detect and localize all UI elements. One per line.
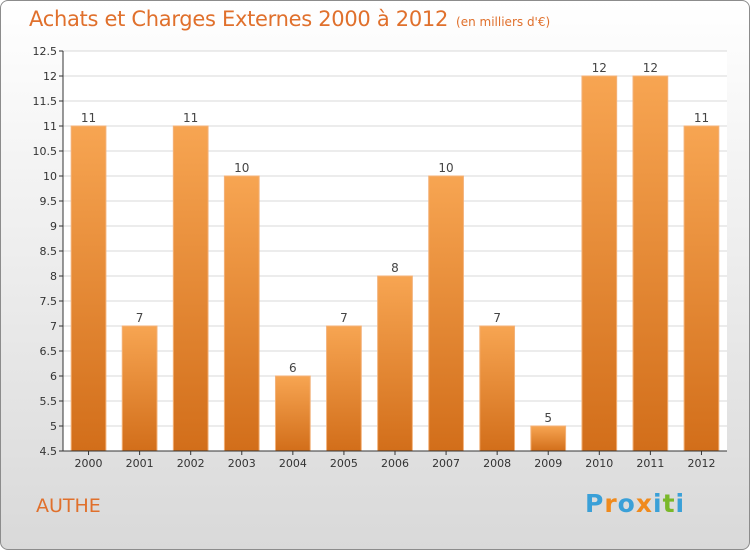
logo-letter: i: [653, 489, 663, 518]
y-tick-label: 7: [50, 320, 57, 333]
bar: [223, 175, 260, 452]
logo-letter: t: [662, 489, 676, 518]
y-tick-label: 11.5: [33, 95, 58, 108]
chart-title: Achats et Charges Externes 2000 à 2012 (e…: [29, 7, 550, 31]
y-tick-label: 10: [43, 170, 57, 183]
bar: [530, 425, 567, 452]
bar: [172, 125, 209, 452]
y-tick-label: 4.5: [40, 445, 58, 458]
bar: [326, 325, 362, 452]
logo-letter: i: [675, 489, 686, 518]
y-tick-label: 11: [43, 120, 57, 133]
logo-letter: x: [635, 489, 653, 518]
x-tick-label: 2005: [330, 457, 358, 470]
y-tick-label: 12.5: [33, 45, 58, 58]
logo-letter: o: [617, 489, 636, 518]
y-tick-label: 10.5: [33, 145, 58, 158]
x-tick-label: 2010: [585, 457, 613, 470]
y-tick-label: 8: [50, 270, 57, 283]
logo-letter: P: [585, 489, 605, 518]
y-tick-label: 6: [50, 370, 57, 383]
bar: [274, 375, 311, 452]
x-tick-label: 2012: [687, 457, 715, 470]
bar: [70, 125, 107, 452]
bar: [428, 175, 464, 452]
y-tick-label: 5.5: [40, 395, 58, 408]
x-tick-label: 2004: [279, 457, 307, 470]
x-tick-label: 2007: [432, 457, 460, 470]
proxiti-logo: Proxiti: [585, 489, 685, 518]
bar-value-label: 11: [81, 111, 96, 125]
bar: [479, 325, 516, 452]
bar-value-label: 5: [544, 411, 552, 425]
bar-value-label: 8: [391, 261, 399, 275]
bar-value-label: 12: [592, 61, 607, 75]
bar-value-label: 7: [136, 311, 144, 325]
x-tick-label: 2003: [228, 457, 256, 470]
commune-name: AUTHE: [36, 495, 101, 517]
bar: [377, 275, 413, 452]
bar-value-label: 11: [694, 111, 709, 125]
y-tick-label: 9: [50, 220, 57, 233]
bar-value-label: 10: [438, 161, 453, 175]
y-tick-label: 7.5: [40, 295, 58, 308]
bar: [683, 125, 720, 452]
x-tick-label: 2011: [636, 457, 664, 470]
x-tick-label: 2001: [126, 457, 154, 470]
x-tick-label: 2006: [381, 457, 409, 470]
y-tick-label: 5: [50, 420, 57, 433]
bar: [632, 75, 669, 452]
bar: [581, 75, 618, 452]
y-tick-label: 9.5: [40, 195, 58, 208]
x-tick-label: 2009: [534, 457, 562, 470]
logo-letter: r: [604, 489, 618, 518]
bar-value-label: 7: [340, 311, 348, 325]
title-text: Achats et Charges Externes 2000 à 2012: [29, 7, 449, 31]
bar-value-label: 12: [643, 61, 658, 75]
x-tick-label: 2008: [483, 457, 511, 470]
bar: [121, 325, 158, 452]
bar-value-label: 11: [183, 111, 198, 125]
y-tick-label: 8.5: [40, 245, 58, 258]
bar-value-label: 10: [234, 161, 249, 175]
y-tick-label: 6.5: [40, 345, 58, 358]
x-tick-label: 2002: [177, 457, 205, 470]
y-tick-label: 12: [43, 70, 57, 83]
x-tick-label: 2000: [75, 457, 103, 470]
bar-value-label: 7: [493, 311, 501, 325]
chart-subtitle: (en milliers d'€): [456, 15, 551, 29]
bar-value-label: 6: [289, 361, 297, 375]
